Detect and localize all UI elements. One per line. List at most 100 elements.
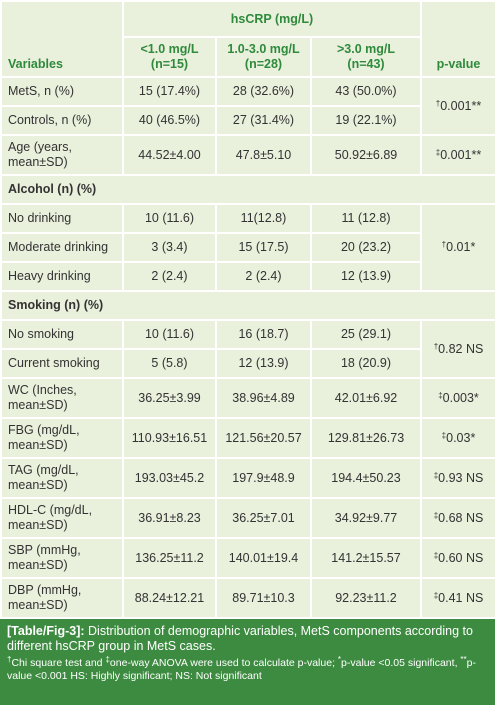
column-header-line: 1.0-3.0 mg/L <box>227 42 300 56</box>
table-row: Age (years, mean±SD) 44.52±4.00 47.8±5.10 5… <box>0 134 497 176</box>
cell-value: 36.91±8.23 <box>122 497 217 539</box>
p-value: ‡0.003* <box>420 377 497 419</box>
footnote: †Chi square test and ‡one-way ANOVA were… <box>7 655 488 683</box>
p-value-sign: ‡ <box>433 510 439 520</box>
p-value: †0.001** <box>420 76 497 136</box>
cell-value: 27 (31.4%) <box>215 105 312 136</box>
footnote-text: one-way ANOVA were used to calculate p-v… <box>109 657 338 669</box>
p-value-sign: ‡ <box>433 590 439 600</box>
column-header-line: (n=28) <box>244 57 283 71</box>
cell-value: 194.4±50.23 <box>310 457 422 499</box>
row-label: HDL-C (mg/dL, mean±SD) <box>0 497 124 539</box>
table-row: No drinking 10 (11.6) 11(12.8) 11 (12.8) †0.… <box>0 203 497 292</box>
caption-text: Distribution of demographic variables, M… <box>7 624 473 653</box>
table-row: FBG (mg/dL, mean±SD) 110.93±16.51 121.56±2… <box>0 417 497 459</box>
cell-value: 193.03±45.2 <box>122 457 217 499</box>
cell-value: 44.52±4.00 <box>122 134 217 176</box>
p-value-sign: ‡ <box>441 430 447 440</box>
cell-value: 3 (3.4) <box>122 232 217 263</box>
cell-value: 40 (46.5%) <box>122 105 217 136</box>
table-row: Alcohol (n) (%) <box>0 174 497 205</box>
cell-value: 12 (13.9) <box>310 261 422 292</box>
p-value-sign: ‡ <box>433 470 439 480</box>
cell-value: 47.8±5.10 <box>215 134 312 176</box>
table-row: Heavy drinking 2 (2.4) 2 (2.4) 12 (13.9) <box>0 261 496 292</box>
cell-value: 136.25±11.2 <box>122 537 217 579</box>
cell-value: 36.25±7.01 <box>215 497 312 539</box>
p-value-text: 0.68 NS <box>438 510 484 525</box>
p-value-sign: † <box>433 341 439 351</box>
p-value-header: p-value <box>420 0 497 78</box>
cell-value: 88.24±12.21 <box>122 577 217 619</box>
p-value-text: 0.60 NS <box>438 550 484 565</box>
row-label: WC (Inches, mean±SD) <box>0 377 124 419</box>
cell-value: 15 (17.4%) <box>122 76 217 107</box>
p-value: ‡0.93 NS <box>420 457 497 499</box>
table-row: Current smoking 5 (5.8) 12 (13.9) 18 (20.9) <box>0 348 496 379</box>
p-value-sign: ‡ <box>438 390 443 400</box>
cell-value: 129.81±26.73 <box>310 417 422 459</box>
cell-value: 43 (50.0%) <box>310 76 422 107</box>
cell-value: 28 (32.6%) <box>215 76 312 107</box>
footnote-mark: ** <box>460 655 467 664</box>
p-value: †0.82 NS <box>420 319 497 379</box>
row-label: No smoking <box>0 319 124 350</box>
cell-value: 197.9±48.9 <box>215 457 312 499</box>
footnote-mark: ‡ <box>105 655 110 664</box>
column-header: 1.0-3.0 mg/L (n=28) <box>215 36 312 78</box>
row-label: Heavy drinking <box>0 261 124 292</box>
footnote-mark: * <box>337 655 342 664</box>
footnote-mark: † <box>7 655 12 664</box>
p-value: ‡0.001** <box>420 134 497 176</box>
cell-value: 16 (18.7) <box>215 319 312 350</box>
p-value-text: 0.001** <box>440 98 482 113</box>
cell-value: 18 (20.9) <box>310 348 422 379</box>
variables-header: Variables <box>0 0 124 78</box>
cell-value: 10 (11.6) <box>122 319 217 350</box>
cell-value: 20 (23.2) <box>310 232 422 263</box>
p-value: ‡0.41 NS <box>420 577 497 619</box>
column-header-line: <1.0 mg/L <box>140 42 199 56</box>
caption: [Table/Fig-3]: Distribution of demograph… <box>0 619 495 705</box>
data-table: Variables hsCRP (mg/L) p-value <1.0 mg/L… <box>0 0 497 619</box>
cell-value: 34.92±9.77 <box>310 497 422 539</box>
cell-value: 92.23±11.2 <box>310 577 422 619</box>
cell-value: 5 (5.8) <box>122 348 217 379</box>
cell-value: 11 (12.8) <box>310 203 422 234</box>
column-header-line: (n=15) <box>150 57 189 71</box>
cell-value: 140.01±19.4 <box>215 537 312 579</box>
table-row: SBP (mmHg, mean±SD) 136.25±11.2 140.01±19.… <box>0 537 497 579</box>
cell-value: 2 (2.4) <box>215 261 312 292</box>
p-value: ‡0.03* <box>420 417 497 459</box>
section-header: Smoking (n) (%) <box>0 290 497 321</box>
p-value-text: 0.01* <box>446 240 476 254</box>
cell-value: 11(12.8) <box>215 203 312 234</box>
cell-value: 42.01±6.92 <box>310 377 422 419</box>
row-label: SBP (mmHg, mean±SD) <box>0 537 124 579</box>
footnote-text: Chi square test and <box>11 657 106 669</box>
footnote-text: p-value <0.05 significant, <box>341 657 461 669</box>
column-header-line: (n=43) <box>347 57 385 71</box>
column-header: <1.0 mg/L (n=15) <box>122 36 217 78</box>
table-row: TAG (mg/dL, mean±SD) 193.03±45.2 197.9±48.… <box>0 457 497 499</box>
column-header: >3.0 mg/L (n=43) <box>310 36 422 78</box>
cell-value: 19 (22.1%) <box>310 105 422 136</box>
section-header: Alcohol (n) (%) <box>0 174 497 205</box>
p-value: ‡0.68 NS <box>420 497 497 539</box>
column-header-line: >3.0 mg/L <box>336 42 395 56</box>
table-row: MetS, n (%) 15 (17.4%) 28 (32.6%) 43 (50.0%… <box>0 76 497 136</box>
cell-value: 25 (29.1) <box>310 319 422 350</box>
cell-value: 50.92±6.89 <box>310 134 422 176</box>
row-label: MetS, n (%) <box>0 76 124 107</box>
cell-value: 36.25±3.99 <box>122 377 217 419</box>
p-value-text: 0.001** <box>440 147 482 162</box>
cell-value: 89.71±10.3 <box>215 577 312 619</box>
table-row: Controls, n (%) 40 (46.5%) 27 (31.4%) 19 (2… <box>0 105 496 136</box>
p-value-text: 0.03* <box>446 430 476 445</box>
row-label: FBG (mg/dL, mean±SD) <box>0 417 124 459</box>
footnote-text: p-value <0.001 HS: Highly significant; N… <box>7 657 476 682</box>
p-value-sign: ‡ <box>433 550 439 560</box>
table-row: HDL-C (mg/dL, mean±SD) 36.91±8.23 36.25±7.… <box>0 497 497 539</box>
cell-value: 141.2±15.57 <box>310 537 422 579</box>
